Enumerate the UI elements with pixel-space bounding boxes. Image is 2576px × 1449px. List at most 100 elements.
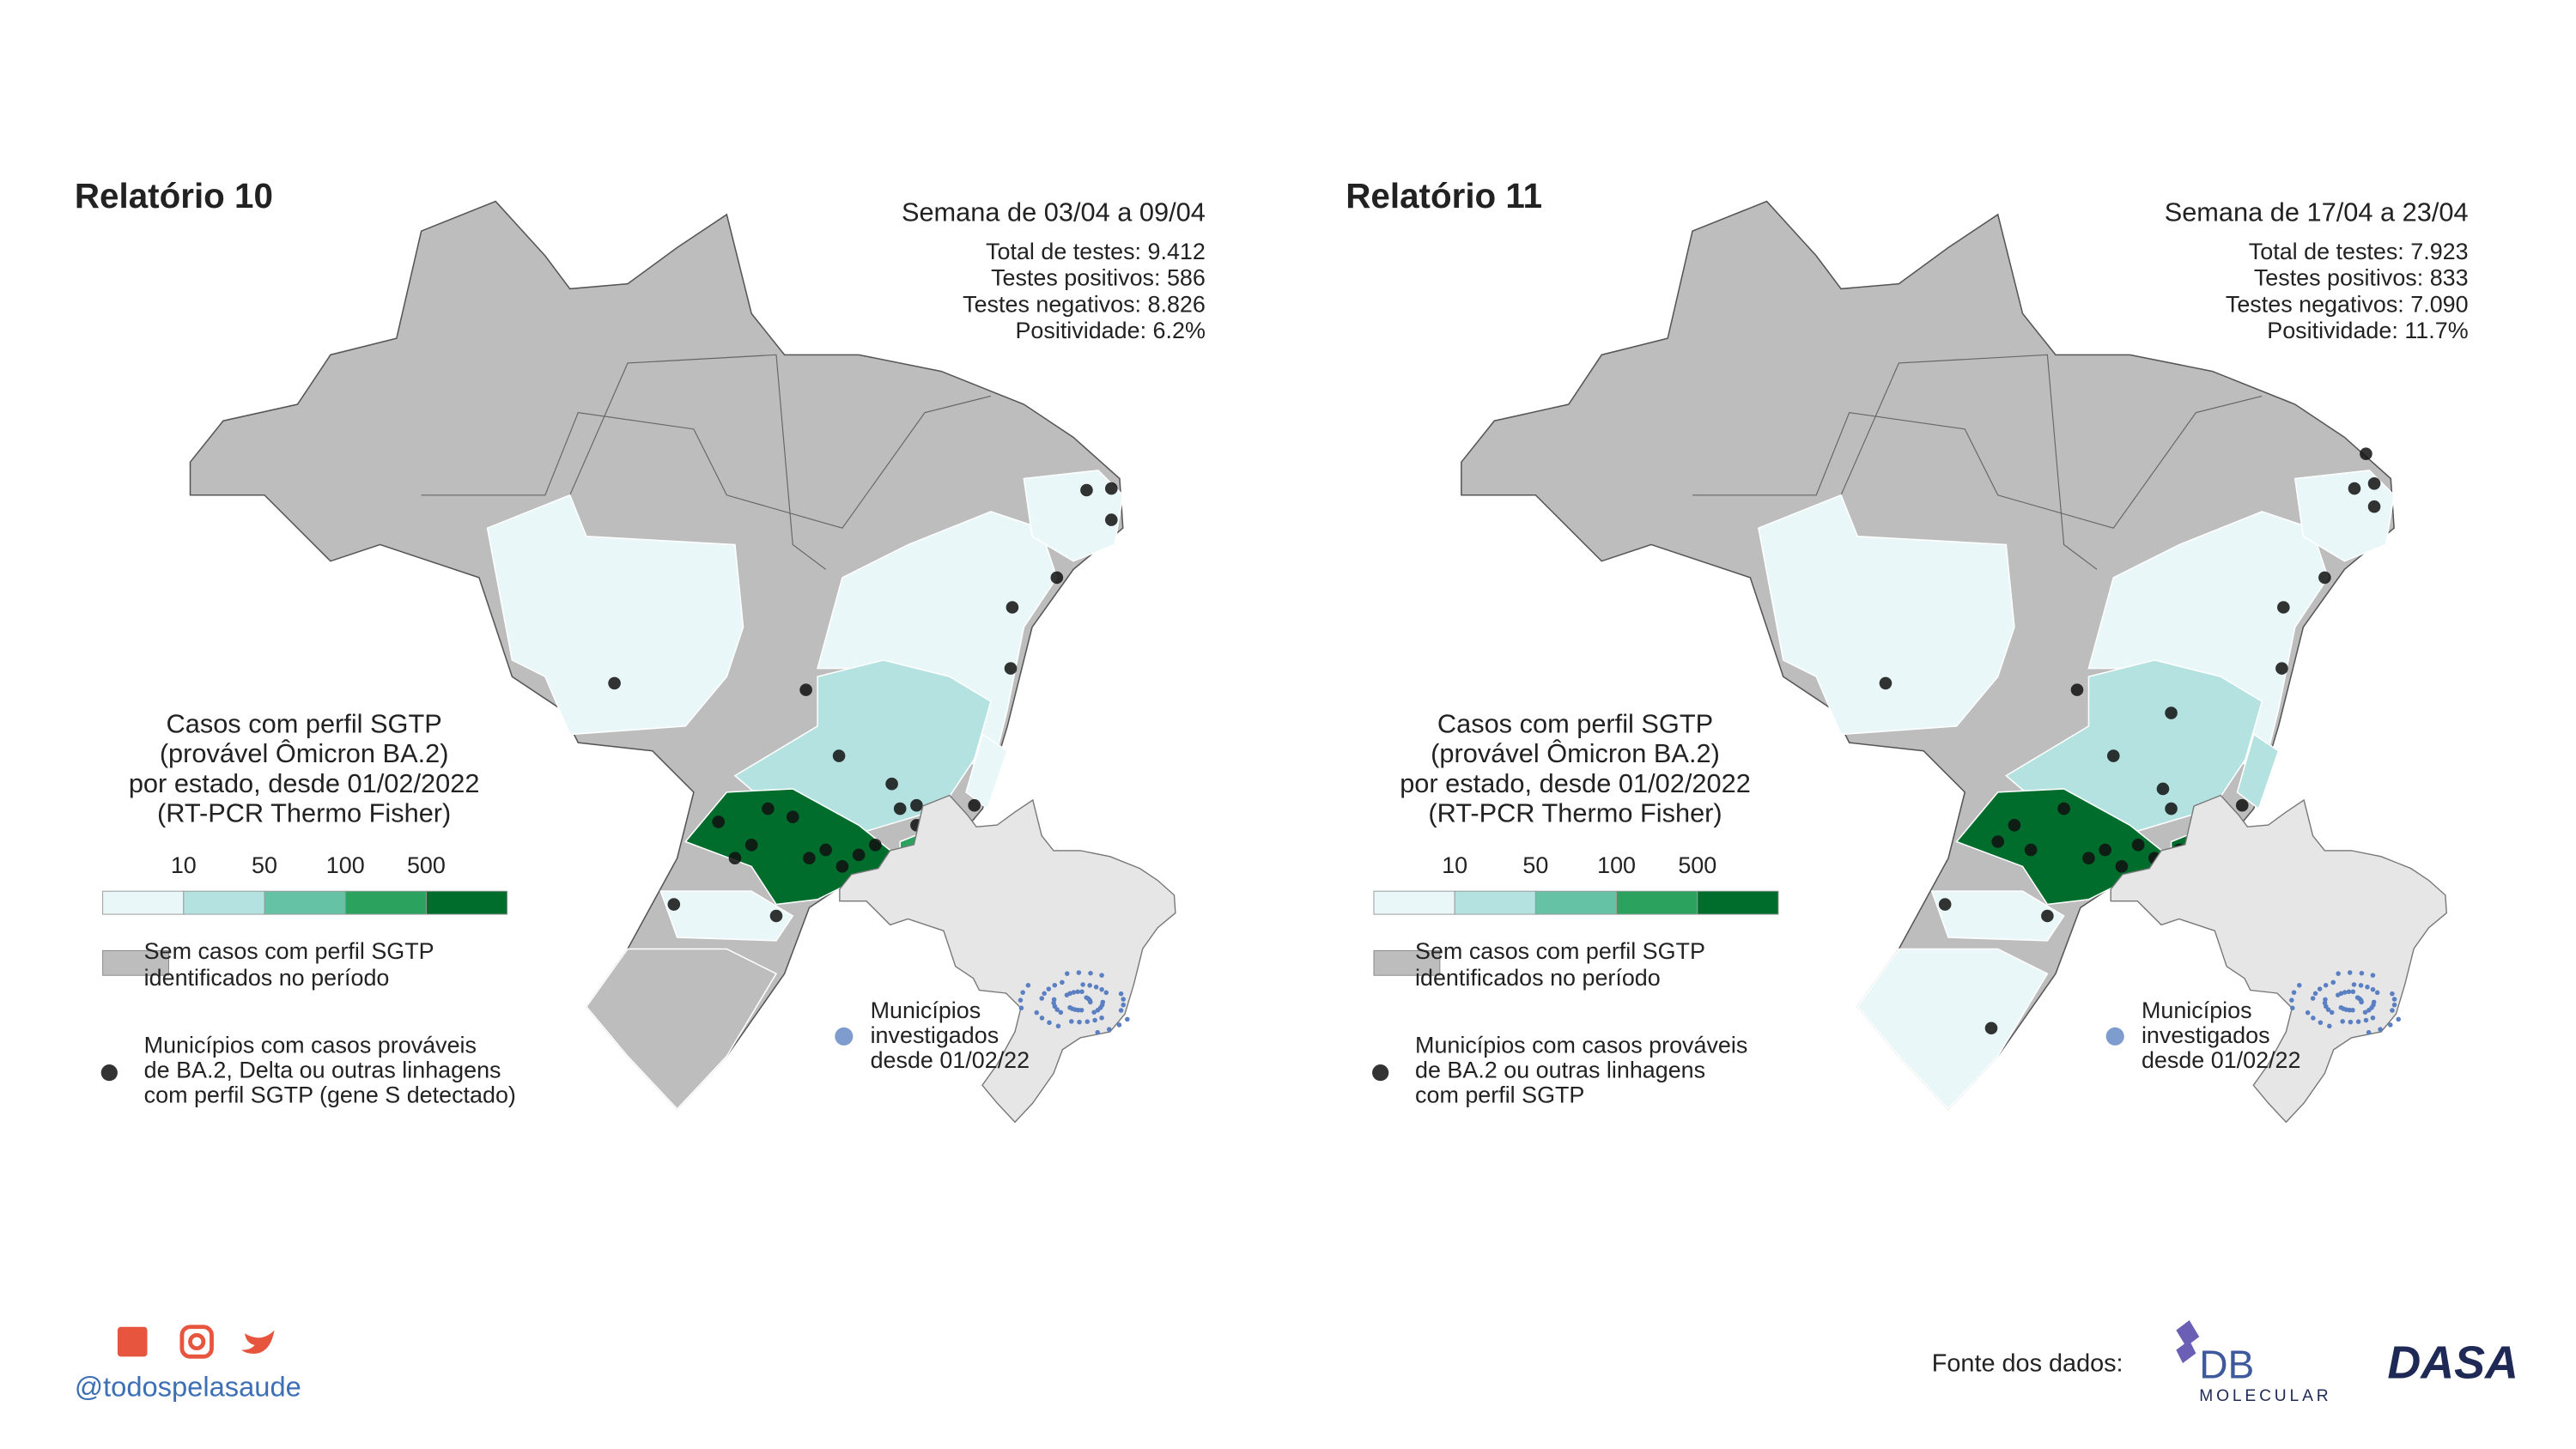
social-icons bbox=[117, 1325, 275, 1359]
municipality-dot bbox=[1938, 898, 1952, 911]
stat-line: Testes positivos: 586 bbox=[991, 265, 1206, 291]
municipality-line: com perfil SGTP bbox=[1415, 1082, 1584, 1107]
municipality-dot bbox=[803, 852, 816, 865]
stat-value: 6.2% bbox=[1153, 318, 1206, 343]
investigated-line: desde 01/02/22 bbox=[871, 1047, 1030, 1073]
municipality-dot bbox=[2318, 571, 2331, 585]
investigated-dot bbox=[2358, 983, 2364, 988]
db-logo: DB bbox=[2199, 1342, 2254, 1386]
investigated-dot bbox=[1125, 1016, 1130, 1022]
investigated-dot bbox=[1075, 989, 1080, 995]
db-logo-mark bbox=[2176, 1320, 2200, 1364]
state-border bbox=[1840, 354, 2098, 570]
instagram-icon[interactable] bbox=[179, 1325, 214, 1359]
investigated-dot bbox=[1084, 1019, 1091, 1024]
state-border bbox=[1692, 395, 2263, 529]
legend-title-line: por estado, desde 01/02/2022 bbox=[1400, 768, 1751, 798]
investigated-dot bbox=[2366, 1029, 2372, 1035]
investigated-line: investigados bbox=[2142, 1022, 2270, 1048]
investigated-dot bbox=[2289, 997, 2294, 1003]
investigated-dot bbox=[1025, 983, 1031, 988]
municipality-dot bbox=[1080, 483, 1093, 497]
week-label: Semana de 03/04 a 09/04 bbox=[902, 197, 1206, 227]
stat-label: Testes negativos: bbox=[963, 291, 1141, 317]
investigated-dot bbox=[2350, 989, 2356, 995]
municipality-dot bbox=[2235, 798, 2249, 812]
investigated-dot bbox=[2390, 1008, 2395, 1013]
municipality-dot bbox=[869, 839, 882, 852]
stat-line: Total de testes: 9.412 bbox=[986, 239, 1206, 264]
investigated-dot bbox=[1064, 992, 1070, 997]
investigated-dot bbox=[2330, 979, 2336, 985]
investigated-dot bbox=[1051, 997, 1057, 1003]
stat-label: Positividade: bbox=[2267, 318, 2398, 343]
investigated-legend-dot bbox=[835, 1027, 854, 1046]
week-label: Semana de 17/04 a 23/04 bbox=[2165, 197, 2469, 227]
scale-swatch bbox=[1534, 890, 1618, 915]
municipality-dot bbox=[1050, 571, 1064, 585]
scale-swatch bbox=[264, 890, 346, 915]
investigated-dot bbox=[2291, 990, 2297, 995]
investigated-dot bbox=[1076, 970, 1082, 975]
handle: @todospelasaude bbox=[75, 1370, 301, 1402]
municipality-dot bbox=[2057, 802, 2070, 815]
no-cases-line: Sem casos com perfil SGTP bbox=[144, 938, 434, 964]
no-cases-line: identificados no período bbox=[144, 965, 390, 991]
state bbox=[486, 494, 744, 736]
municipality-dot bbox=[667, 898, 681, 911]
investigated-dot bbox=[1100, 999, 1106, 1005]
scale-swatch bbox=[1697, 890, 1779, 915]
investigated-dot bbox=[2318, 1020, 2324, 1026]
municipality-legend-dot bbox=[100, 1064, 118, 1082]
municipality-dot bbox=[608, 676, 621, 690]
state-border bbox=[421, 395, 992, 529]
municipality-dot bbox=[2360, 447, 2372, 461]
municipality-dot bbox=[2115, 860, 2129, 873]
municipality-dot bbox=[852, 848, 866, 862]
scale-swatch bbox=[102, 890, 185, 915]
stat-label: Testes negativos: bbox=[2226, 291, 2404, 317]
investigated-dot bbox=[2359, 970, 2365, 976]
investigated-dot bbox=[1060, 979, 1065, 985]
legend-title-line: Casos com perfil SGTP bbox=[1437, 709, 1713, 739]
scale-tick-label: 10 bbox=[1442, 852, 1467, 878]
scale-swatch bbox=[1454, 890, 1536, 915]
municipality-line: Municípios com casos prováveis bbox=[144, 1033, 477, 1058]
stat-value: 7.090 bbox=[2410, 291, 2468, 317]
municipality-dot bbox=[799, 683, 812, 696]
investigated-line: Municípios bbox=[871, 997, 981, 1023]
investigated-dot bbox=[1106, 1027, 1112, 1032]
scale-swatch bbox=[1373, 890, 1455, 915]
investigated-dot bbox=[1099, 973, 1104, 978]
investigated-dot bbox=[1055, 1023, 1061, 1029]
stat-line: Testes negativos: 7.090 bbox=[2226, 291, 2469, 317]
investigated-dot bbox=[1047, 1020, 1052, 1026]
municipality-dot bbox=[2106, 749, 2120, 762]
investigated-dot bbox=[2327, 1023, 2332, 1029]
stat-line: Testes positivos: 833 bbox=[2254, 265, 2469, 291]
investigated-line: investigados bbox=[871, 1022, 999, 1048]
investigated-dot bbox=[2342, 990, 2348, 995]
stat-label: Testes positivos: bbox=[2254, 265, 2423, 291]
stat-value: 8.826 bbox=[1148, 291, 1206, 317]
investigated-dot bbox=[1118, 1008, 1124, 1013]
municipality-dot bbox=[910, 798, 923, 812]
brazil-map bbox=[1461, 200, 2395, 1111]
facebook-icon[interactable] bbox=[117, 1326, 148, 1357]
investigated-dot bbox=[1034, 1009, 1040, 1016]
twitter-icon[interactable] bbox=[241, 1330, 275, 1354]
investigated-dot bbox=[1093, 985, 1099, 990]
investigated-dot bbox=[1079, 989, 1084, 995]
municipality-dot bbox=[2367, 477, 2381, 490]
legend-title-line: (RT-PCR Thermo Fisher) bbox=[157, 797, 451, 828]
investigated-dot bbox=[2370, 986, 2376, 992]
municipality-line: Municípios com casos prováveis bbox=[1415, 1033, 1747, 1058]
investigated-dot bbox=[1092, 1017, 1097, 1023]
investigated-dot bbox=[1042, 991, 1047, 997]
stat-line: Positividade: 11.7% bbox=[2267, 318, 2468, 343]
municipality-dot bbox=[1104, 513, 1118, 526]
scale-swatch bbox=[1616, 890, 1698, 915]
investigated-dot bbox=[2350, 1007, 2355, 1013]
municipality-dot bbox=[1104, 482, 1118, 495]
municipality-dot bbox=[769, 909, 783, 923]
